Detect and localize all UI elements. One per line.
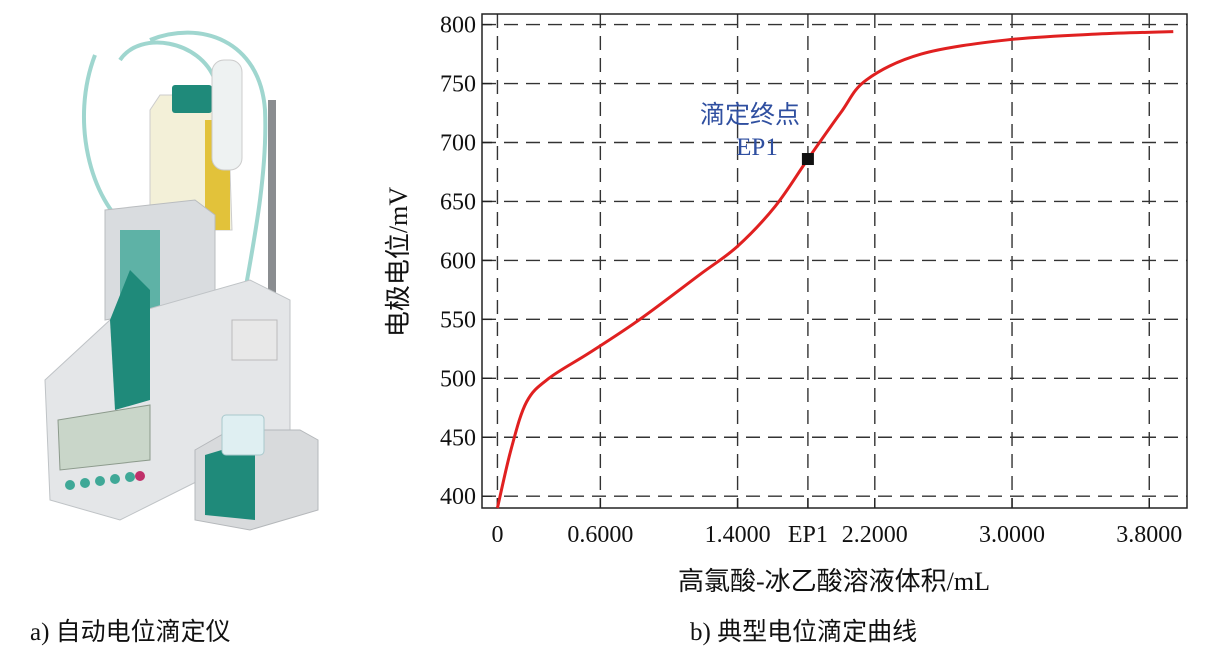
x-tick-label: 0 (491, 522, 503, 548)
y-tick-label: 600 (440, 248, 476, 274)
endpoint-marker (801, 153, 814, 166)
x-tick-label: 0.6000 (567, 522, 633, 548)
series-line (495, 30, 1174, 509)
x-axis-label: 高氯酸-冰乙酸溶液体积/mL (678, 567, 990, 596)
y-tick-label: 650 (440, 189, 476, 215)
y-tick-label: 400 (440, 484, 476, 510)
x-tick-label: 3.0000 (979, 522, 1045, 548)
annotation-ep1-label: EP1 (736, 134, 778, 161)
titrator-photo (44, 30, 319, 531)
y-tick-label: 450 (440, 425, 476, 451)
y-tick-label: 700 (440, 131, 476, 157)
caption-left: a) 自动电位滴定仪 (30, 619, 231, 646)
caption-right: b) 典型电位滴定曲线 (690, 619, 918, 646)
y-tick-label: 800 (440, 13, 476, 39)
x-tick-label: 1.4000 (705, 522, 771, 548)
y-tick-label: 550 (440, 307, 476, 333)
y-axis-label: 电极电位/mV (384, 187, 413, 337)
y-tick-label: 750 (440, 72, 476, 98)
x-tick-label: EP1 (788, 522, 828, 548)
annotation-endpoint-label: 滴定终点 (700, 101, 800, 129)
titration-curve-chart: 400 450 500 550 600 650 700 750 800 0 0.6000 1.400… (384, 13, 1188, 596)
y-tick-label: 500 (440, 366, 476, 392)
x-tick-label: 2.2000 (842, 522, 908, 548)
x-tick-label: 3.8000 (1116, 522, 1182, 548)
